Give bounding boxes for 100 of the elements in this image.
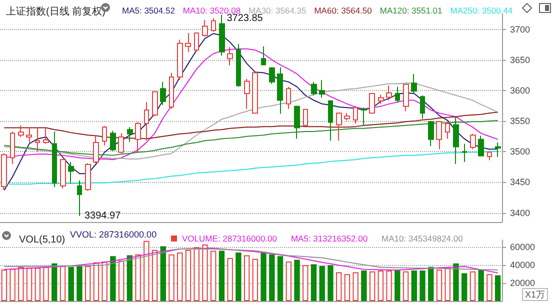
- bar: [478, 270, 484, 301]
- annotation: 3394.97: [84, 210, 122, 222]
- candlestick: [378, 94, 384, 104]
- y-tick-label: 3500: [510, 146, 530, 157]
- bar: [218, 250, 225, 301]
- bar: [294, 260, 300, 301]
- candlestick: [487, 151, 492, 161]
- candlestick: [194, 32, 199, 52]
- y-tick-label: 3600: [510, 85, 530, 96]
- candlestick: [369, 92, 375, 114]
- candlestick: [135, 122, 141, 153]
- candlestick: [403, 83, 409, 112]
- bar: [160, 246, 166, 301]
- line-series: [4, 33, 498, 191]
- candlestick: [35, 128, 40, 152]
- y-tick-label: 3700: [510, 24, 530, 34]
- candlestick: [428, 120, 434, 147]
- annotation: 3723.85: [226, 13, 264, 24]
- chart-title: VOL(5,10): [19, 234, 66, 246]
- candlestick: [227, 46, 233, 66]
- candlestick: [110, 130, 116, 152]
- text: MA60: 3564.50: [314, 6, 372, 16]
- candlestick: [344, 112, 350, 121]
- candlestick: [68, 162, 74, 184]
- y-tick-label: 3450: [510, 177, 530, 188]
- bar: [411, 270, 417, 301]
- candlestick: [152, 90, 158, 117]
- candlestick: [244, 78, 250, 110]
- line-series: [4, 120, 498, 156]
- bar: [453, 263, 459, 301]
- candlestick: [311, 81, 317, 96]
- y-axis-title: X1万: [524, 290, 546, 300]
- bar: [68, 266, 74, 301]
- candlestick: [26, 128, 32, 143]
- text: VVOL: 287316000.00: [70, 230, 157, 240]
- bar: [269, 254, 275, 301]
- bar: [126, 255, 133, 301]
- bar: [361, 270, 367, 301]
- candlestick: [219, 14, 225, 56]
- text: MA10: 345349824.00: [382, 234, 464, 244]
- bar: [110, 256, 116, 301]
- bar: [494, 275, 501, 301]
- candlestick: [160, 81, 166, 106]
- candlestick: [102, 125, 107, 146]
- candlestick: [261, 46, 266, 66]
- bar: [260, 252, 266, 301]
- candlestick: [93, 134, 99, 164]
- candlestick: [118, 132, 124, 154]
- candlestick: [453, 116, 459, 164]
- bar: [310, 264, 317, 301]
- candlestick: [169, 72, 174, 110]
- candlestick: [336, 112, 342, 142]
- candlestick: [294, 105, 300, 140]
- text: MA5: 3504.52: [122, 6, 176, 16]
- candlestick: [286, 86, 291, 110]
- text: MA250: 3500.44: [450, 6, 513, 16]
- candlestick: [277, 66, 283, 114]
- y-tick-label: 3400: [510, 208, 530, 218]
- candlestick: [328, 100, 333, 142]
- candlestick: [445, 121, 450, 140]
- bar: [462, 273, 468, 301]
- candlestick: [185, 32, 191, 52]
- y-tick-label: 60000: [510, 242, 536, 252]
- candlestick: [386, 85, 392, 101]
- candlestick: [319, 80, 325, 98]
- bar: [420, 270, 426, 301]
- y-tick-label: 20000: [510, 278, 536, 288]
- y-tick-label: 3550: [510, 116, 530, 126]
- candlestick: [211, 18, 216, 32]
- bar: [328, 265, 334, 301]
- bar: [428, 266, 434, 301]
- candlestick: [127, 126, 133, 142]
- candlestick: [144, 102, 149, 142]
- line-series: [4, 112, 498, 140]
- candlestick: [269, 66, 275, 84]
- candlestick: [60, 158, 66, 189]
- candlestick: [303, 108, 308, 128]
- candlestick: [52, 130, 57, 188]
- text: MA120: 3551.01: [380, 6, 443, 16]
- bar: [52, 263, 58, 301]
- legend-label: VOLUME: 287316000.00: [182, 234, 278, 244]
- bar: [76, 266, 82, 301]
- candlestick: [77, 180, 82, 216]
- candlestick: [236, 43, 241, 88]
- candlestick: [478, 135, 484, 156]
- candlestick: [353, 106, 358, 124]
- bar: [236, 252, 242, 301]
- candlestick: [495, 142, 501, 158]
- candlestick: [361, 107, 367, 126]
- y-tick-label: 40000: [510, 260, 536, 270]
- series-label: MA5: 313216352.00: [290, 234, 368, 244]
- candlestick: [10, 130, 15, 164]
- candlestick: [436, 120, 442, 150]
- candlestick: [470, 133, 476, 150]
- candlestick: [85, 162, 91, 192]
- bar: [319, 266, 325, 301]
- text: MA10: 3520.08: [182, 6, 241, 16]
- candlestick: [411, 73, 417, 94]
- candlestick: [420, 94, 425, 120]
- candlestick: [252, 72, 258, 114]
